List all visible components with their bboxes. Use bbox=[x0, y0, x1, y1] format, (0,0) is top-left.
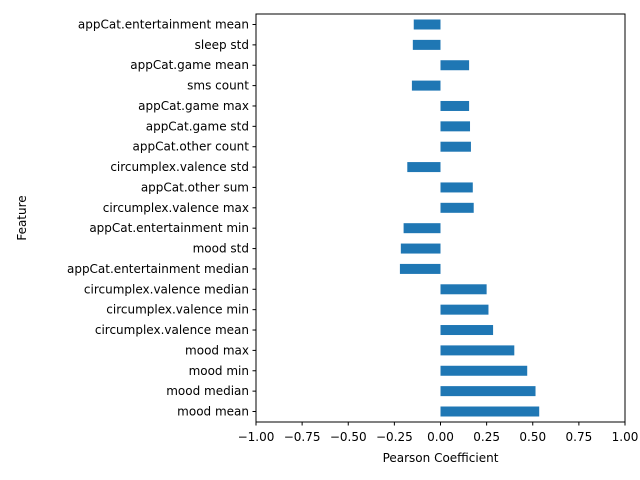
bar bbox=[440, 284, 487, 295]
x-tick-label: 1.00 bbox=[612, 430, 639, 444]
bar bbox=[440, 121, 471, 132]
bars-group bbox=[399, 19, 540, 417]
x-tick-label: −1.00 bbox=[238, 430, 275, 444]
y-tick-label: appCat.other sum bbox=[141, 180, 249, 194]
bar bbox=[440, 60, 470, 71]
bar bbox=[440, 202, 474, 213]
y-tick-label: appCat.entertainment median bbox=[67, 262, 249, 276]
y-tick-label: sleep std bbox=[195, 38, 249, 52]
y-tick-label: circumplex.valence max bbox=[103, 201, 249, 215]
x-axis-label: Pearson Coefficient bbox=[383, 451, 499, 465]
bar bbox=[440, 141, 471, 152]
x-tick-label: −0.75 bbox=[284, 430, 321, 444]
bar bbox=[413, 19, 441, 30]
bar bbox=[440, 325, 494, 336]
bar bbox=[440, 304, 489, 315]
y-tick-label: appCat.other count bbox=[133, 140, 250, 154]
bar bbox=[440, 386, 536, 397]
y-tick-label: appCat.game max bbox=[138, 99, 249, 113]
y-ticks-group: appCat.entertainment mean sleep std appCat… bbox=[67, 18, 256, 419]
bar bbox=[412, 39, 441, 50]
x-tick-label: −0.25 bbox=[376, 430, 413, 444]
bar bbox=[400, 243, 441, 254]
x-tick-label: −0.50 bbox=[330, 430, 367, 444]
bar bbox=[399, 263, 441, 274]
y-tick-label: sms count bbox=[187, 79, 249, 93]
y-tick-label: appCat.entertainment mean bbox=[78, 18, 249, 32]
bar bbox=[440, 345, 515, 356]
x-ticks-group: −1.00 −0.75 −0.50 −0.25 0.00 0.25 0.50 0.75 1.00 bbox=[238, 422, 639, 444]
y-tick-label: mood median bbox=[166, 384, 249, 398]
y-tick-label: circumplex.valence mean bbox=[95, 323, 249, 337]
bar bbox=[440, 406, 540, 417]
y-tick-label: appCat.game mean bbox=[130, 58, 249, 72]
bar bbox=[440, 182, 473, 193]
x-tick-label: 0.25 bbox=[473, 430, 500, 444]
bar bbox=[411, 80, 441, 91]
y-tick-label: circumplex.valence std bbox=[110, 160, 249, 174]
y-tick-label: circumplex.valence median bbox=[84, 282, 249, 296]
y-tick-label: appCat.game std bbox=[146, 119, 249, 133]
y-tick-label: mood mean bbox=[177, 405, 249, 419]
x-tick-label: 0.50 bbox=[519, 430, 546, 444]
y-tick-label: mood max bbox=[185, 343, 249, 357]
bar bbox=[440, 100, 470, 111]
bar bbox=[403, 223, 441, 234]
y-tick-label: appCat.entertainment min bbox=[89, 221, 249, 235]
x-tick-label: 0.00 bbox=[427, 430, 454, 444]
y-tick-label: mood std bbox=[193, 242, 249, 256]
y-tick-label: mood min bbox=[189, 364, 249, 378]
bar bbox=[440, 365, 528, 376]
y-tick-label: circumplex.valence min bbox=[106, 303, 249, 317]
plot-frame bbox=[255, 13, 626, 423]
bar bbox=[407, 162, 441, 173]
x-tick-label: 0.75 bbox=[566, 430, 593, 444]
y-axis-label: Feature bbox=[15, 195, 29, 240]
